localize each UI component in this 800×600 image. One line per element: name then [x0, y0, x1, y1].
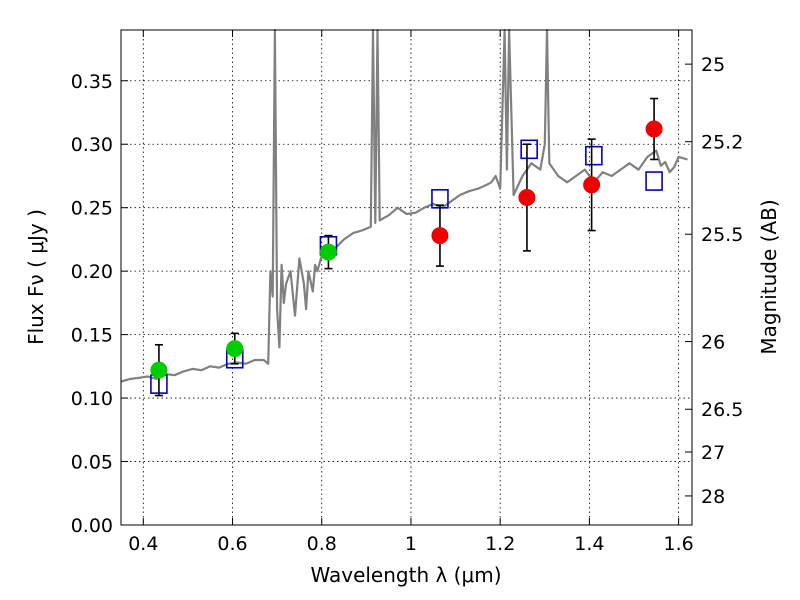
red-data-point [583, 176, 601, 194]
red-data-point [518, 189, 536, 207]
right-tick-label: 25 [701, 54, 725, 76]
x-tick-label: 1.2 [485, 533, 515, 555]
x-tick-label: 0.4 [128, 533, 158, 555]
y-tick-label: 0.10 [71, 388, 113, 410]
plot-frame [120, 29, 693, 526]
tick-labels: 0.4 0.6 0.8 1 1.2 1.4 1.6 0.00 0.05 0.10 0.15 0.20 0… [71, 54, 744, 555]
x-tick-label: 1 [405, 533, 417, 555]
spectrum-line [120, 28, 688, 383]
error-bar-series [154, 97, 659, 397]
x-tick-label: 0.6 [217, 533, 247, 555]
y-tick-label: 0.05 [71, 452, 113, 474]
x-tick-label: 1.6 [664, 533, 694, 555]
y-tick-label: 0.30 [71, 134, 113, 156]
right-tick-label: 28 [701, 486, 725, 508]
x-axis-label: Wavelength λ (μm) [310, 563, 501, 587]
y-tick-label: 0.15 [71, 325, 113, 347]
right-tick-label: 25.2 [701, 132, 743, 154]
red-data-point [431, 227, 449, 245]
photometry-point-series [150, 120, 663, 379]
y-tick-label: 0.00 [71, 515, 113, 537]
right-axis-label: Magnitude (AB) [757, 199, 781, 354]
model-box-series [150, 139, 663, 394]
y-axis-label: Flux Fν ( μJy ) [24, 209, 48, 345]
right-tick-label: 25.5 [701, 224, 743, 246]
green-data-point [150, 361, 168, 379]
model-box-point [645, 171, 663, 191]
y-tick-label: 0.35 [71, 71, 113, 93]
grid [121, 30, 692, 526]
right-tick-label: 26 [701, 332, 725, 354]
green-data-point [319, 243, 337, 261]
right-tick-label: 27 [701, 442, 725, 464]
green-data-point [226, 340, 244, 358]
right-tick-label: 26.5 [701, 399, 743, 421]
red-data-point [645, 120, 663, 138]
y-tick-label: 0.20 [71, 261, 113, 283]
x-tick-label: 1.4 [574, 533, 604, 555]
axis-ticks [121, 30, 692, 526]
model-box-point [585, 145, 603, 166]
model-box-point [520, 139, 538, 160]
y-tick-label: 0.25 [71, 198, 113, 220]
x-tick-label: 0.8 [307, 533, 337, 555]
spectrum-series [120, 28, 688, 383]
